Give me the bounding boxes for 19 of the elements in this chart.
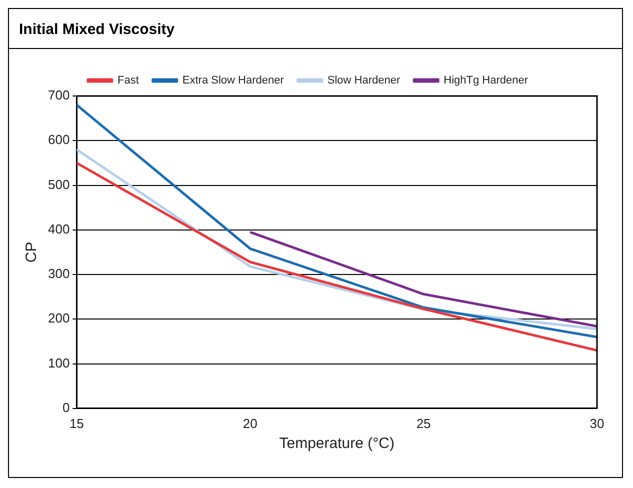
y-tick-label: 600	[48, 132, 70, 148]
y-tick-label: 100	[48, 355, 70, 370]
chart-title: Initial Mixed Viscosity	[9, 9, 622, 49]
y-tick-label: 700	[48, 88, 70, 103]
y-tick-label: 0	[62, 400, 70, 415]
y-tick-label: 400	[48, 221, 70, 236]
legend-label: Fast	[117, 74, 139, 87]
y-axis-title: CP	[23, 242, 40, 263]
x-tick-label: 15	[69, 416, 84, 431]
x-tick-label: 20	[242, 416, 258, 431]
x-tick-label: 30	[590, 416, 604, 431]
y-tick-label: 500	[48, 176, 70, 192]
x-tick-label: 25	[416, 416, 431, 431]
legend-label: Extra Slow Hardener	[182, 74, 284, 87]
y-tick-label: 300	[48, 266, 70, 282]
legend-label: HighTg Hardener	[444, 74, 528, 87]
y-tick-label: 200	[48, 310, 70, 326]
legend-label: Slow Hardener	[327, 74, 400, 87]
x-axis-title: Temperature (°C)	[279, 435, 394, 452]
